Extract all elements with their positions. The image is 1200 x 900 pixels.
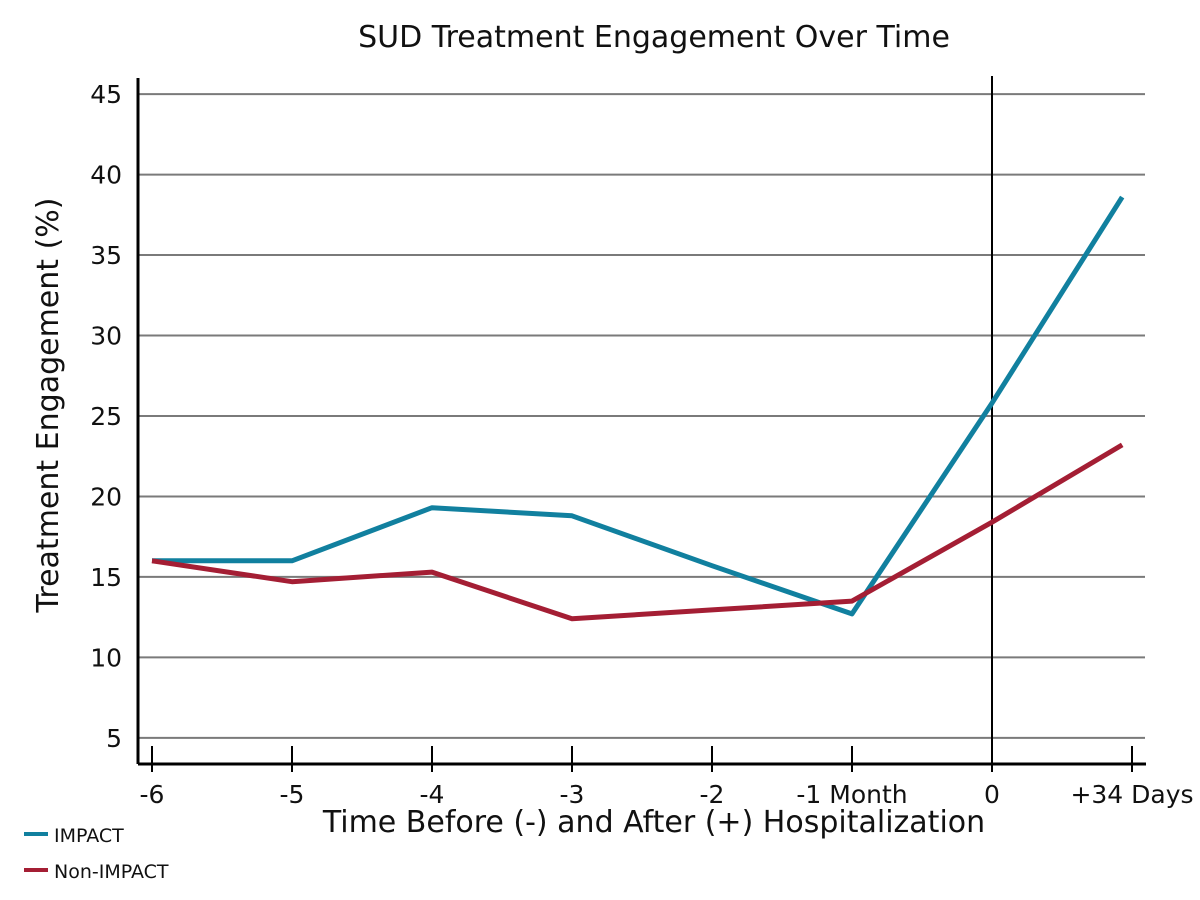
y-tick-label: 30 [90, 322, 122, 351]
non-impact-series-line [151, 442, 1124, 622]
y-tick-label: 45 [90, 80, 122, 109]
x-tick-label: -4 [420, 780, 445, 809]
y-tick-label: 5 [106, 724, 122, 753]
legend-label-non-impact: Non-IMPACT [54, 861, 169, 883]
x-axis-label: Time Before (-) and After (+) Hospitaliz… [322, 805, 985, 840]
axes [136, 76, 1146, 766]
series-lines [151, 195, 1125, 622]
axis-ticks: 5 10 15 20 25 30 35 40 45 -6 -5 -4 -3 -2 -1 Month 0 +34 … [90, 80, 1193, 809]
y-axis-label: Treatment Engagement (%) [31, 198, 66, 614]
y-tick-label: 10 [90, 643, 122, 672]
y-tick-label: 35 [90, 241, 122, 270]
y-tick-label: 25 [90, 402, 122, 431]
x-tick-label: -1 Month [796, 780, 907, 809]
x-tick-label: -6 [140, 780, 165, 809]
chart-title: SUD Treatment Engagement Over Time [358, 20, 950, 55]
y-tick-label: 15 [90, 563, 122, 592]
grid-lines [138, 93, 1145, 739]
x-tick-label: +34 Days [1070, 780, 1193, 809]
x-tick-label: -2 [700, 780, 725, 809]
legend-label-impact: IMPACT [54, 825, 124, 847]
impact-series-line [152, 195, 1125, 617]
y-tick-label: 40 [90, 161, 122, 190]
y-tick-label: 20 [90, 482, 122, 511]
x-tick-label: -3 [560, 780, 585, 809]
x-tick-label: -5 [280, 780, 305, 809]
x-tick-label: 0 [984, 780, 1000, 809]
legend: IMPACT Non-IMPACT [24, 825, 169, 883]
